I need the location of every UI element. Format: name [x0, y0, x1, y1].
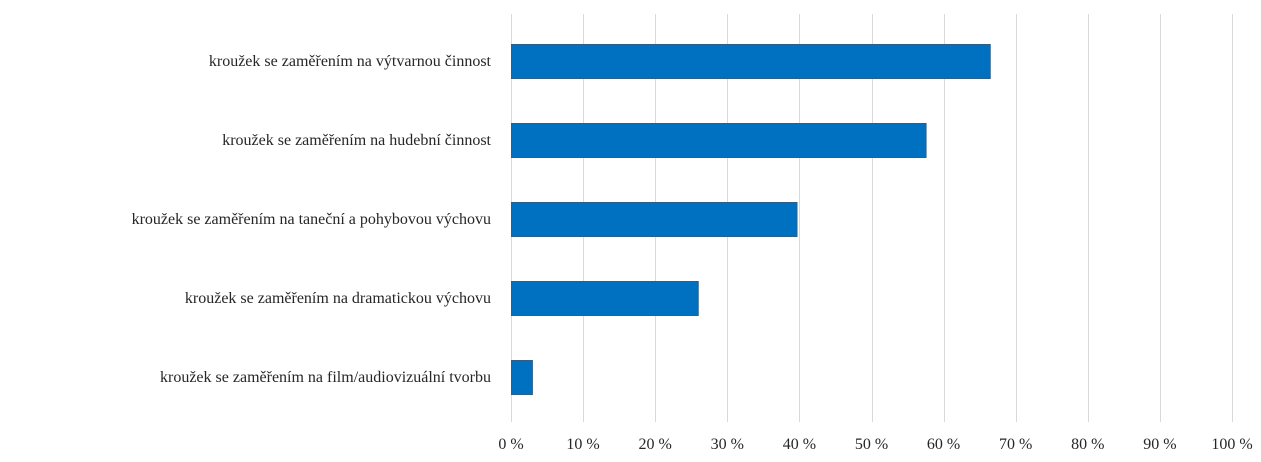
category-label: kroužek se zaměřením na hudební činnost: [222, 132, 491, 149]
x-tick-label: 50 %: [855, 436, 888, 453]
bar: [511, 44, 991, 79]
x-tick-label: 40 %: [783, 436, 816, 453]
bar: [511, 281, 699, 316]
x-tick-label: 80 %: [1071, 436, 1104, 453]
x-tick-label: 100 %: [1211, 436, 1252, 453]
category-labels: kroužek se zaměřením na výtvarnou činnos…: [132, 53, 492, 386]
x-tick-label: 10 %: [566, 436, 599, 453]
category-label: kroužek se zaměřením na výtvarnou činnos…: [209, 53, 492, 70]
bar: [511, 360, 533, 395]
category-label: kroužek se zaměřením na film/audiovizuál…: [160, 369, 491, 386]
category-label: kroužek se zaměřením na taneční a pohybo…: [132, 211, 491, 228]
category-label: kroužek se zaměřením na dramatickou vých…: [185, 290, 491, 307]
bar: [511, 202, 798, 237]
gridlines: [511, 14, 1233, 422]
x-axis-tick-labels: 0 % 10 % 20 % 30 % 40 % 50 % 60 % 70 % 80 % 90 % 1…: [498, 436, 1252, 453]
x-tick-label: 60 %: [927, 436, 960, 453]
bar: [511, 123, 927, 158]
bars: [511, 44, 991, 395]
x-tick-label: 0 %: [498, 436, 523, 453]
x-tick-label: 20 %: [639, 436, 672, 453]
x-tick-label: 30 %: [711, 436, 744, 453]
x-tick-label: 90 %: [1143, 436, 1176, 453]
x-tick-label: 70 %: [999, 436, 1032, 453]
